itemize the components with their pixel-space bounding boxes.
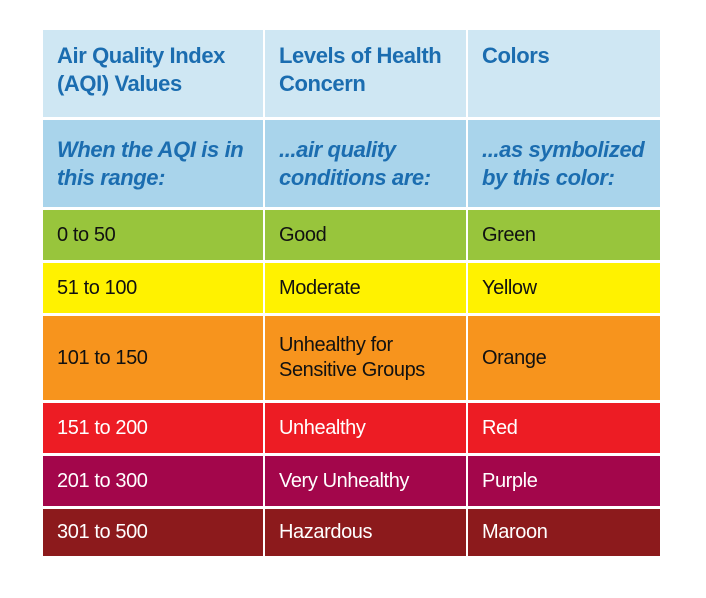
table-cell: Red (468, 403, 660, 453)
aqi-table: Air Quality Index (AQI) Values Levels of … (43, 30, 660, 556)
table-cell: Moderate (265, 263, 466, 313)
subheader-cell: ...as symbolized by this color: (468, 120, 660, 207)
header-cell: Air Quality Index (AQI) Values (43, 30, 263, 117)
table-cell: 0 to 50 (43, 210, 263, 260)
header-cell: Colors (468, 30, 660, 117)
table-cell: 101 to 150 (43, 316, 263, 400)
table-cell: Unhealthy (265, 403, 466, 453)
table-cell: Hazardous (265, 509, 466, 556)
table-cell: Purple (468, 456, 660, 506)
subheader-cell: ...air quality conditions are: (265, 120, 466, 207)
table-cell: 201 to 300 (43, 456, 263, 506)
header-cell: Levels of Health Concern (265, 30, 466, 117)
table-cell: Maroon (468, 509, 660, 556)
table-cell: Green (468, 210, 660, 260)
subheader-cell: When the AQI is in this range: (43, 120, 263, 207)
table-cell: Good (265, 210, 466, 260)
table-cell: 51 to 100 (43, 263, 263, 313)
table-cell: 301 to 500 (43, 509, 263, 556)
table-cell: 151 to 200 (43, 403, 263, 453)
table-cell: Very Unhealthy (265, 456, 466, 506)
table-cell: Unhealthy for Sensitive Groups (265, 316, 466, 400)
table-cell: Orange (468, 316, 660, 400)
table-cell: Yellow (468, 263, 660, 313)
